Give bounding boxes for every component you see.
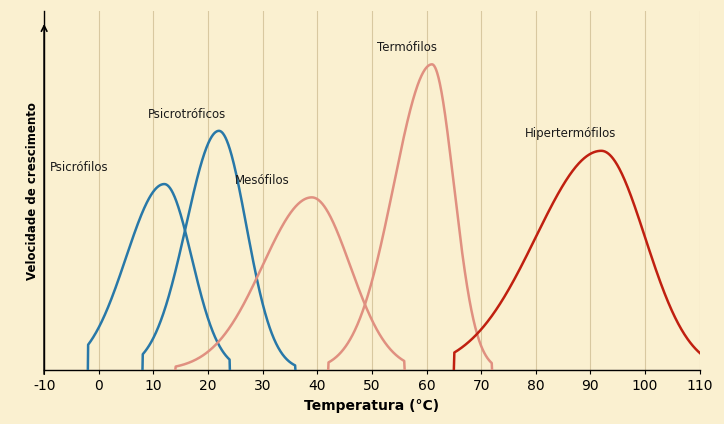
X-axis label: Temperatura (°C): Temperatura (°C) [304,399,439,413]
Text: Hipertermófilos: Hipertermófilos [525,128,616,140]
Text: Mesófilos: Mesófilos [235,174,290,187]
Y-axis label: Velocidade de crescimento: Velocidade de crescimento [25,102,38,280]
Text: Psicrotróficos: Psicrotróficos [148,108,226,120]
Text: Psicrófilos: Psicrófilos [50,161,108,174]
Text: Termófilos: Termófilos [377,41,437,54]
